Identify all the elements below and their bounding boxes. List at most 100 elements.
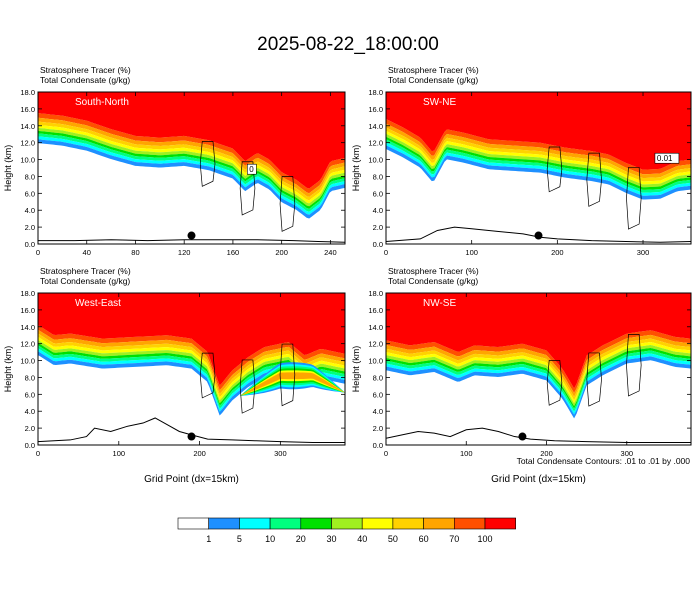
colorbar-swatch xyxy=(423,517,455,530)
location-marker xyxy=(187,231,196,240)
colorbar-swatch xyxy=(331,517,363,530)
y-tick-label: 10.0 xyxy=(20,357,35,366)
colorbar-swatch xyxy=(484,517,517,530)
tracer-band-max xyxy=(38,92,345,189)
terrain-line xyxy=(386,226,691,243)
contour-label-box xyxy=(654,152,680,164)
x-axis-label: Grid Point (dx=15km) xyxy=(491,474,586,485)
x-tick-label: 200 xyxy=(193,449,206,458)
contour-label: 0.01 xyxy=(657,154,673,163)
contour-label-box xyxy=(246,163,257,175)
tracer-band-8 xyxy=(38,139,345,219)
y-tick-label: 10.0 xyxy=(368,156,383,165)
y-tick-label: 14.0 xyxy=(368,122,383,131)
condensate-contour xyxy=(199,352,216,399)
y-tick-label: 4.0 xyxy=(25,407,35,416)
colorbar-label: 50 xyxy=(388,534,398,544)
y-tick-label: 8.0 xyxy=(373,172,383,181)
x-axis-label: Grid Point (dx=15km) xyxy=(144,474,239,485)
tracer-band-max xyxy=(38,293,345,386)
y-tick-label: 2.0 xyxy=(25,424,35,433)
y-tick-label: 0.0 xyxy=(25,240,35,249)
variable-label: Stratosphere Tracer (%) xyxy=(40,65,131,75)
plot-frame xyxy=(385,91,692,245)
condensate-contour xyxy=(239,359,256,414)
condensate-contour xyxy=(199,141,216,187)
y-axis-label: Height (km) xyxy=(3,346,13,393)
variable-label: Total Condensate (g/kg) xyxy=(388,75,478,85)
tracer-band-5 xyxy=(38,130,345,209)
tracer-band-4 xyxy=(38,127,345,207)
y-tick-label: 12.0 xyxy=(20,139,35,148)
colorbar-label: 20 xyxy=(296,534,306,544)
footnote: Total Condensate Contours: .01 to .01 by… xyxy=(517,456,691,466)
tracer-band-8 xyxy=(386,356,691,419)
colorbar: 1 5 10 20 30 40 50 60 70 100 xyxy=(177,517,517,544)
location-marker xyxy=(518,432,527,441)
plot-frame xyxy=(37,91,346,245)
variable-label: Total Condensate (g/kg) xyxy=(388,276,478,286)
condensate-contour xyxy=(626,333,642,397)
y-tick-label: 10.0 xyxy=(20,156,35,165)
x-tick-label: 100 xyxy=(113,449,126,458)
colorbar-swatch xyxy=(208,517,240,530)
x-tick-label: 300 xyxy=(274,449,287,458)
colorbar-swatch xyxy=(392,517,424,530)
tracer-band-2 xyxy=(38,121,345,201)
x-tick-label: 240 xyxy=(324,248,337,257)
plot-area: 0 xyxy=(38,92,345,244)
y-tick-label: 10.0 xyxy=(368,357,383,366)
y-tick-label: 18.0 xyxy=(368,289,383,298)
y-tick-label: 16.0 xyxy=(368,306,383,315)
plot-frame xyxy=(37,292,346,446)
variable-label: Total Condensate (g/kg) xyxy=(40,75,130,85)
colorbar-swatch xyxy=(269,517,302,530)
y-tick-label: 8.0 xyxy=(25,172,35,181)
plot-frame xyxy=(385,292,692,446)
variable-label: Total Condensate (g/kg) xyxy=(40,276,130,286)
y-tick-label: 0.0 xyxy=(373,240,383,249)
x-tick-label: 0 xyxy=(36,248,40,257)
tracer-band-1 xyxy=(38,329,345,394)
panel-nw-se: 0.0 2.0 4.0 6.0 8.0 10.0 12.0 14.0 16.0 18.0 0 100 2… xyxy=(351,266,692,485)
tracer-band-3 xyxy=(38,124,345,204)
cross-section-label: SW-NE xyxy=(423,97,456,108)
tracer-band-8 xyxy=(386,145,691,200)
terrain-line xyxy=(38,239,345,243)
y-tick-label: 4.0 xyxy=(373,407,383,416)
figure-title: 2025-08-22_18:00:00 xyxy=(257,34,439,55)
colorbar-label: 40 xyxy=(357,534,367,544)
y-tick-label: 6.0 xyxy=(25,189,35,198)
y-tick-label: 16.0 xyxy=(20,105,35,114)
colorbar-label: 100 xyxy=(477,534,492,544)
y-tick-label: 16.0 xyxy=(20,306,35,315)
condensate-contour xyxy=(546,360,563,406)
tracer-band-8 xyxy=(38,351,345,416)
x-tick-label: 0 xyxy=(384,248,388,257)
y-tick-label: 18.0 xyxy=(20,289,35,298)
condensate-contour xyxy=(586,352,602,407)
plot-area: 0.01 xyxy=(386,92,691,244)
x-tick-label: 160 xyxy=(227,248,240,257)
y-tick-label: 16.0 xyxy=(368,105,383,114)
tracer-band-6 xyxy=(386,139,691,193)
tracer-band-1 xyxy=(386,334,691,397)
y-axis-label: Height (km) xyxy=(351,346,361,393)
x-tick-label: 80 xyxy=(131,248,139,257)
condensate-contour xyxy=(239,161,256,216)
tracer-band-7 xyxy=(386,142,691,196)
x-tick-label: 200 xyxy=(551,248,564,257)
tracer-band-1 xyxy=(386,123,691,179)
panel-west-east: 0.0 2.0 4.0 6.0 8.0 10.0 12.0 14.0 16.0 18.0 0 100 2… xyxy=(3,266,346,485)
plot-area xyxy=(386,293,691,445)
terrain-line xyxy=(386,427,691,443)
cross-section-label: West-East xyxy=(75,298,121,309)
plot-area xyxy=(38,293,345,445)
x-tick-label: 100 xyxy=(460,449,473,458)
y-tick-label: 4.0 xyxy=(25,206,35,215)
contour-label: 0 xyxy=(249,165,254,174)
panels-group: 00.02.04.06.08.010.012.014.016.018.00 40 8… xyxy=(3,65,692,485)
y-tick-label: 0.0 xyxy=(25,441,35,450)
colorbar-label: 1 xyxy=(206,534,211,544)
